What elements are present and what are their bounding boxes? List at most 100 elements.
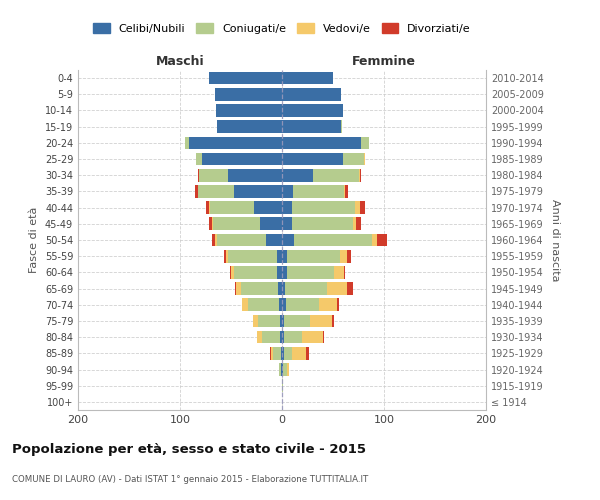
Bar [323, 331, 324, 344]
Bar [248, 298, 279, 311]
Bar [282, 218, 292, 230]
Bar [344, 185, 345, 198]
Bar [215, 88, 282, 101]
Bar [257, 331, 262, 344]
Bar [241, 282, 278, 295]
Bar [202, 152, 282, 166]
Bar [212, 218, 260, 230]
Bar [361, 136, 369, 149]
Bar [343, 152, 364, 166]
Text: Maschi: Maschi [155, 54, 205, 68]
Bar [284, 314, 310, 328]
Bar [287, 250, 340, 262]
Bar [189, 136, 282, 149]
Bar [199, 169, 228, 181]
Bar [285, 282, 327, 295]
Bar [337, 298, 339, 311]
Bar [283, 363, 287, 376]
Bar [282, 314, 284, 328]
Bar [282, 250, 287, 262]
Bar [217, 120, 282, 133]
Bar [242, 298, 248, 311]
Bar [282, 282, 285, 295]
Bar [270, 347, 271, 360]
Bar [282, 202, 292, 214]
Y-axis label: Fasce di età: Fasce di età [29, 207, 39, 273]
Bar [216, 104, 282, 117]
Bar [345, 185, 349, 198]
Bar [377, 234, 387, 246]
Bar [293, 185, 344, 198]
Bar [355, 202, 359, 214]
Bar [332, 314, 334, 328]
Bar [234, 266, 277, 278]
Bar [287, 266, 334, 278]
Bar [253, 314, 257, 328]
Bar [196, 152, 202, 166]
Bar [282, 169, 313, 181]
Bar [271, 347, 273, 360]
Bar [282, 136, 361, 149]
Bar [359, 169, 361, 181]
Bar [282, 72, 333, 85]
Bar [260, 218, 282, 230]
Bar [230, 266, 231, 278]
Bar [359, 202, 365, 214]
Bar [282, 88, 341, 101]
Bar [281, 363, 282, 376]
Bar [284, 331, 302, 344]
Bar [228, 169, 282, 181]
Bar [185, 136, 189, 149]
Bar [282, 347, 284, 360]
Bar [292, 202, 355, 214]
Bar [206, 202, 209, 214]
Bar [209, 72, 282, 85]
Bar [347, 250, 352, 262]
Legend: Celibi/Nubili, Coniugati/e, Vedovi/e, Divorziati/e: Celibi/Nubili, Coniugati/e, Vedovi/e, Di… [93, 23, 471, 34]
Bar [310, 314, 332, 328]
Bar [282, 120, 341, 133]
Bar [282, 185, 293, 198]
Bar [313, 169, 359, 181]
Bar [284, 347, 292, 360]
Bar [278, 282, 282, 295]
Bar [282, 380, 283, 392]
Bar [292, 218, 353, 230]
Bar [282, 363, 283, 376]
Bar [282, 234, 294, 246]
Bar [281, 347, 282, 360]
Bar [231, 266, 234, 278]
Bar [266, 234, 282, 246]
Bar [257, 314, 280, 328]
Bar [364, 152, 365, 166]
Bar [254, 202, 282, 214]
Bar [287, 363, 289, 376]
Bar [292, 347, 307, 360]
Bar [199, 185, 234, 198]
Bar [209, 202, 254, 214]
Text: Femmine: Femmine [352, 54, 416, 68]
Bar [235, 282, 236, 295]
Bar [356, 218, 361, 230]
Bar [334, 266, 344, 278]
Bar [353, 218, 356, 230]
Bar [196, 185, 199, 198]
Bar [341, 120, 342, 133]
Bar [327, 282, 347, 295]
Y-axis label: Anni di nascita: Anni di nascita [550, 198, 560, 281]
Bar [277, 250, 282, 262]
Bar [280, 331, 282, 344]
Bar [286, 298, 319, 311]
Bar [279, 363, 281, 376]
Bar [372, 234, 377, 246]
Bar [307, 347, 308, 360]
Bar [217, 234, 266, 246]
Bar [212, 234, 215, 246]
Bar [228, 250, 277, 262]
Bar [282, 266, 287, 278]
Text: Popolazione per età, sesso e stato civile - 2015: Popolazione per età, sesso e stato civil… [12, 442, 366, 456]
Bar [262, 331, 280, 344]
Bar [294, 234, 372, 246]
Bar [344, 266, 345, 278]
Bar [277, 266, 282, 278]
